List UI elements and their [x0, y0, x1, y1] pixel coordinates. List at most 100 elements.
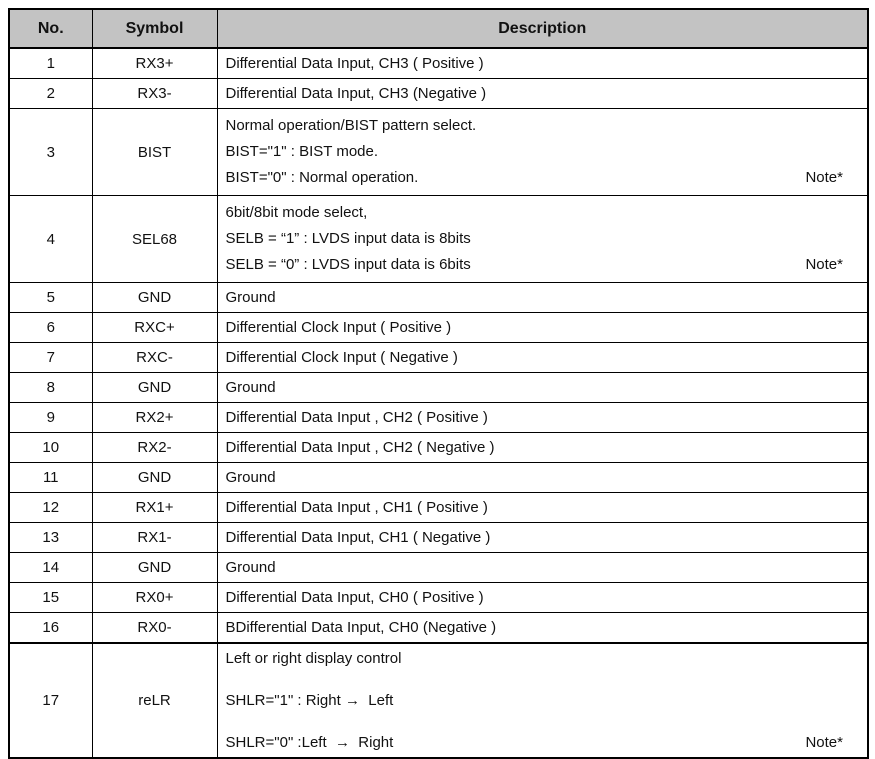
table-row: 1 RX3+ Differential Data Input, CH3 ( Posi…: [8, 47, 869, 79]
pin-symbol: RX0+: [91, 582, 218, 613]
pin-description: Differential Data Input, CH0 ( Positive …: [216, 582, 869, 613]
note-marker: Note*: [805, 169, 843, 186]
header-description: Description: [216, 8, 869, 49]
description-line: Differential Data Input , CH1 ( Positive…: [225, 499, 488, 516]
description-line: BDifferential Data Input, CH0 (Negative …: [225, 619, 497, 636]
description-line: SHLR="1" : Right → Left: [225, 692, 394, 709]
description-line: Differential Data Input , CH2 ( Negative…: [225, 439, 495, 456]
description-line: Differential Clock Input ( Positive ): [225, 319, 452, 336]
pin-symbol: BIST: [91, 108, 218, 196]
description-line: Differential Clock Input ( Negative ): [225, 349, 458, 366]
pin-description: Ground: [216, 282, 869, 313]
table-row: 8 GND Ground: [8, 372, 869, 403]
pin-description: Ground: [216, 372, 869, 403]
pin-description: Differential Clock Input ( Negative ): [216, 342, 869, 373]
description-line: SELB = “1” : LVDS input data is 8bits: [225, 230, 471, 247]
table-row: 7 RXC- Differential Clock Input ( Negative…: [8, 342, 869, 373]
description-line: [226, 669, 860, 690]
description-line: [226, 711, 860, 732]
pin-number: 16: [8, 612, 93, 644]
pin-symbol: RX1+: [91, 492, 218, 523]
description-line: SHLR="0" :Left → Right Note*: [226, 732, 860, 753]
pin-symbol: GND: [91, 282, 218, 313]
table-row: 2 RX3- Differential Data Input, CH3 (Negat…: [8, 78, 869, 109]
table-row: 14 GND Ground: [8, 552, 869, 583]
table-row: 17 reLR Left or right display control SHLR=…: [8, 642, 869, 759]
pin-description: Left or right display control SHLR="1" : …: [216, 642, 869, 759]
header-symbol: Symbol: [91, 8, 218, 49]
table-row: 6 RXC+ Differential Clock Input ( Positive…: [8, 312, 869, 343]
pin-symbol: RX2+: [91, 402, 218, 433]
pin-description: Differential Data Input, CH3 ( Positive …: [216, 47, 869, 79]
pin-number: 8: [8, 372, 93, 403]
pin-description-table: No. Symbol Description 1 RX3+ Differential…: [8, 8, 869, 759]
description-text: BIST="0" : Normal operation.: [225, 169, 419, 186]
description-text: SELB = “0” : LVDS input data is 6bits: [225, 256, 471, 273]
pin-description: Differential Data Input , CH2 ( Positive…: [216, 402, 869, 433]
pin-symbol: reLR: [91, 642, 218, 759]
pin-number: 10: [8, 432, 93, 463]
description-line: Differential Data Input, CH3 ( Positive …: [225, 55, 484, 72]
pin-description: Ground: [216, 462, 869, 493]
pin-symbol: RXC-: [91, 342, 218, 373]
pin-description: 6bit/8bit mode select, SELB = “1” : LVDS …: [216, 195, 869, 283]
pin-number: 7: [8, 342, 93, 373]
pin-description: Differential Data Input, CH1 ( Negative …: [216, 522, 869, 553]
pin-table-body: 1 RX3+ Differential Data Input, CH3 ( Posi…: [8, 47, 869, 759]
table-row: 4 SEL68 6bit/8bit mode select, SELB = “1” :…: [8, 195, 869, 283]
pin-number: 11: [8, 462, 93, 493]
pin-symbol: RX3+: [91, 47, 218, 79]
table-row: 13 RX1- Differential Data Input, CH1 ( Neg…: [8, 522, 869, 553]
pin-description: Normal operation/BIST pattern select. BIS…: [216, 108, 869, 196]
description-line: SELB = “0” : LVDS input data is 6bits Not…: [226, 252, 860, 278]
pin-number: 13: [8, 522, 93, 553]
pin-number: 3: [8, 108, 93, 196]
pin-number: 9: [8, 402, 93, 433]
table-row: 15 RX0+ Differential Data Input, CH0 ( Pos…: [8, 582, 869, 613]
table-row: 3 BIST Normal operation/BIST pattern selec…: [8, 108, 869, 196]
pin-description: Ground: [216, 552, 869, 583]
pin-number: 1: [8, 47, 93, 79]
pin-symbol: RX1-: [91, 522, 218, 553]
pin-number: 2: [8, 78, 93, 109]
table-row: 16 RX0- BDifferential Data Input, CH0 (Neg…: [8, 612, 869, 644]
description-text: SHLR="0" :Left → Right: [225, 734, 394, 751]
pin-description: Differential Clock Input ( Positive ): [216, 312, 869, 343]
header-no: No.: [8, 8, 93, 49]
description-line: Normal operation/BIST pattern select.: [225, 117, 477, 134]
pin-symbol: SEL68: [91, 195, 218, 283]
table-row: 12 RX1+ Differential Data Input , CH1 ( Po…: [8, 492, 869, 523]
pin-symbol: GND: [91, 552, 218, 583]
table-row: 9 RX2+ Differential Data Input , CH2 ( Pos…: [8, 402, 869, 433]
pin-symbol: RXC+: [91, 312, 218, 343]
pin-symbol: RX3-: [91, 78, 218, 109]
pin-number: 5: [8, 282, 93, 313]
description-line: Ground: [225, 469, 276, 486]
pin-number: 4: [8, 195, 93, 283]
description-line: Ground: [225, 289, 276, 306]
pin-number: 6: [8, 312, 93, 343]
pin-symbol: RX2-: [91, 432, 218, 463]
document-page: No. Symbol Description 1 RX3+ Differential…: [8, 8, 869, 759]
table-row: 11 GND Ground: [8, 462, 869, 493]
description-line: BIST="0" : Normal operation. Note*: [226, 165, 860, 191]
description-line: Differential Data Input, CH0 ( Positive …: [225, 589, 484, 606]
table-header-row: No. Symbol Description: [8, 8, 869, 49]
pin-description: Differential Data Input, CH3 (Negative ): [216, 78, 869, 109]
pin-number: 12: [8, 492, 93, 523]
pin-description: Differential Data Input , CH2 ( Negative…: [216, 432, 869, 463]
pin-symbol: GND: [91, 462, 218, 493]
table-row: 5 GND Ground: [8, 282, 869, 313]
pin-symbol: GND: [91, 372, 218, 403]
pin-description: BDifferential Data Input, CH0 (Negative …: [216, 612, 869, 644]
note-marker: Note*: [805, 734, 843, 751]
pin-number: 14: [8, 552, 93, 583]
table-row: 10 RX2- Differential Data Input , CH2 ( Ne…: [8, 432, 869, 463]
description-line: Ground: [225, 559, 276, 576]
description-line: Differential Data Input , CH2 ( Positive…: [225, 409, 488, 426]
pin-number: 17: [8, 642, 93, 759]
pin-description: Differential Data Input , CH1 ( Positive…: [216, 492, 869, 523]
pin-symbol: RX0-: [91, 612, 218, 644]
description-line: Differential Data Input, CH1 ( Negative …: [225, 529, 491, 546]
description-line: Differential Data Input, CH3 (Negative ): [225, 85, 487, 102]
